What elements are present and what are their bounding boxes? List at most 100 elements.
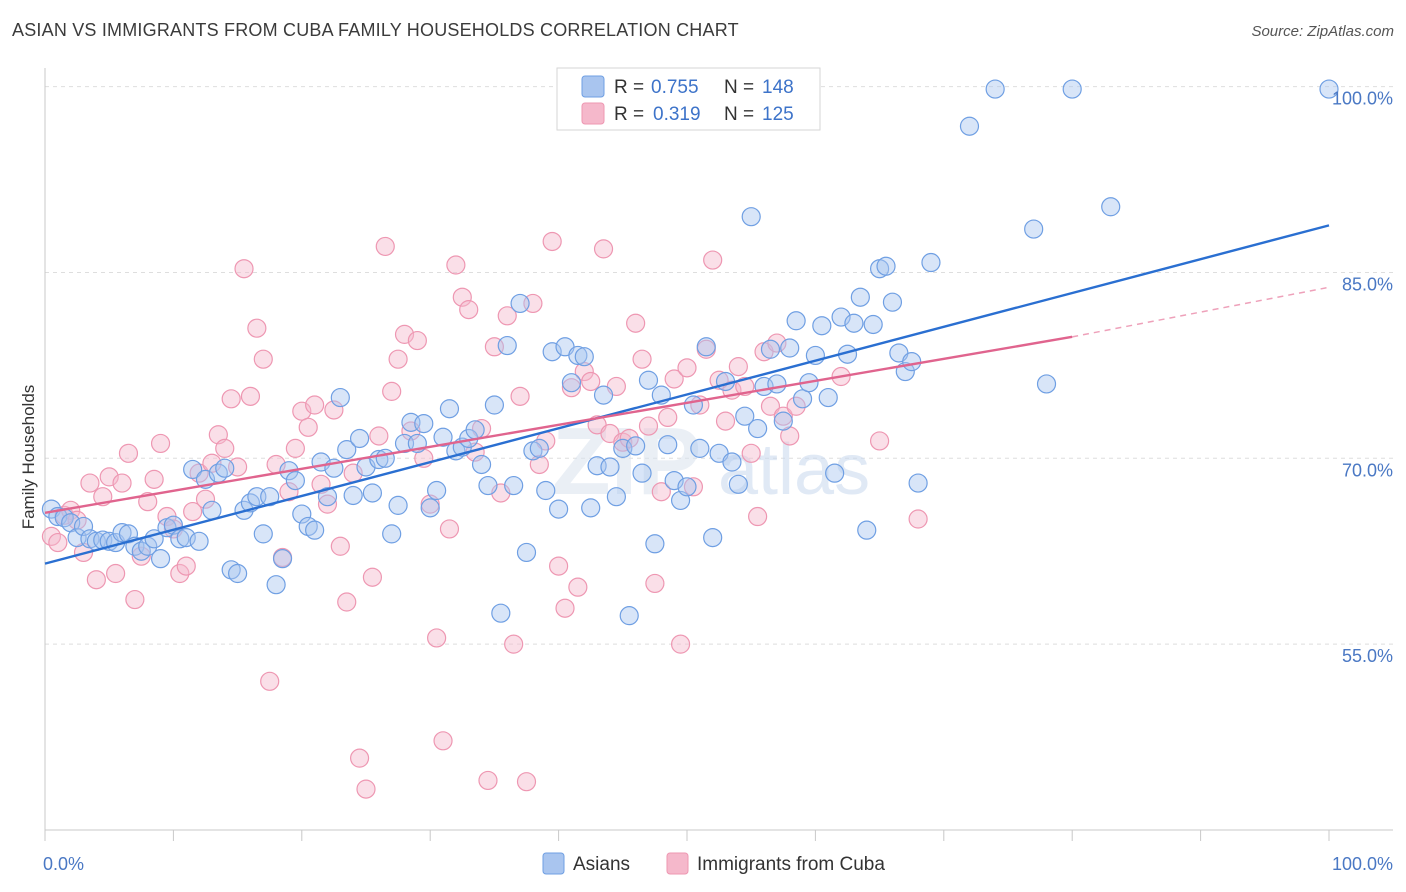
- cuba-point-32: [247, 318, 267, 338]
- asians-point-66: [465, 420, 485, 440]
- cuba-point-65: [459, 300, 479, 320]
- asians-point-27: [215, 458, 235, 478]
- cuba-point-73: [510, 386, 530, 406]
- cuba-point-13: [125, 589, 145, 610]
- watermark-zip: ZIP: [552, 408, 701, 515]
- cuba-point-41: [305, 395, 325, 415]
- cuba-point-57: [407, 330, 427, 351]
- asians-point-134: [902, 352, 922, 372]
- asians-point-5: [73, 516, 94, 537]
- asians-point-29: [228, 563, 248, 584]
- cuba-point-97: [664, 369, 684, 389]
- x-tick-label-max: 100.0%: [1332, 854, 1393, 874]
- legend-n-value-asians: 148: [762, 77, 794, 98]
- asians-point-106: [722, 452, 742, 472]
- asians-point-74: [516, 542, 537, 563]
- trend-line-cuba: [44, 335, 1073, 514]
- cuba-point-53: [382, 381, 402, 401]
- cuba-point-116: [786, 396, 806, 416]
- asians-point-46: [337, 440, 357, 460]
- trend-line-asians: [44, 224, 1330, 565]
- asians-point-117: [792, 389, 813, 409]
- asians-point-69: [484, 395, 504, 415]
- asians-point-131: [882, 292, 903, 312]
- cuba-point-1: [48, 532, 68, 553]
- cuba-point-33: [253, 349, 273, 369]
- source-credit[interactable]: Source: ZipAtlas.com: [1251, 23, 1394, 40]
- cuba-point-24: [195, 489, 216, 509]
- asians-point-83: [574, 347, 594, 367]
- cuba-point-22: [183, 501, 203, 522]
- asians-point-35: [266, 575, 286, 595]
- cuba-point-60: [427, 628, 447, 648]
- bottom-legend-label-cuba[interactable]: Immigrants from Cuba: [697, 854, 885, 875]
- cuba-point-37: [279, 482, 299, 502]
- asians-point-38: [285, 470, 305, 491]
- asians-point-60: [427, 480, 447, 501]
- asians-point-88: [606, 487, 626, 507]
- cuba-point-82: [568, 577, 588, 597]
- cuba-point-107: [728, 357, 748, 377]
- asians-point-67: [471, 454, 492, 475]
- legend-n-label-cuba: N =: [724, 104, 754, 125]
- asians-point-23: [189, 531, 209, 551]
- cuba-point-64: [452, 287, 472, 307]
- gridlines: [45, 86, 1393, 645]
- asians-point-122: [825, 463, 845, 483]
- asians-point-127: [857, 520, 877, 540]
- cuba-point-110: [748, 506, 768, 527]
- chart-title: ASIAN VS IMMIGRANTS FROM CUBA FAMILY HOU…: [12, 20, 739, 40]
- cuba-point-119: [908, 509, 928, 529]
- asians-point-43: [317, 487, 338, 507]
- asians-point-138: [985, 79, 1005, 99]
- y-tick-label-1: 70.0%: [1342, 460, 1393, 480]
- bottom-legend-label-asians[interactable]: Asians: [573, 854, 630, 875]
- cuba-point-98: [670, 634, 691, 654]
- x-axis-ticks: [44, 830, 1330, 841]
- asians-point-99: [677, 477, 697, 497]
- asians-point-82: [568, 345, 588, 366]
- asians-point-36: [272, 549, 293, 569]
- cuba-point-78: [542, 231, 562, 252]
- cuba-point-95: [651, 482, 671, 502]
- asians-point-76: [529, 438, 549, 458]
- cuba-point-43: [317, 494, 338, 514]
- cuba-point-96: [658, 407, 678, 428]
- cuba-point-84: [581, 371, 601, 392]
- legend-r-label-asians: R =: [614, 77, 644, 98]
- asians-point-91: [626, 436, 646, 456]
- asians-point-70: [491, 603, 511, 623]
- asians-point-92: [632, 463, 652, 483]
- asians-point-125: [844, 313, 864, 333]
- cuba-point-38: [285, 438, 305, 458]
- cuba-point-79: [548, 556, 569, 576]
- asians-point-25: [202, 500, 222, 520]
- legend: R = 0.755 N = 148 R = 0.319 N = 125: [556, 67, 821, 131]
- asians-point-68: [478, 475, 498, 496]
- asians-point-20: [170, 529, 190, 549]
- legend-r-value-cuba: 0.319: [653, 104, 701, 125]
- asians-point-41: [305, 520, 325, 540]
- asians-point-139: [1024, 219, 1044, 239]
- cuba-point-90: [619, 428, 639, 449]
- cuba-point-40: [298, 417, 318, 437]
- asians-point-137: [959, 116, 980, 136]
- cuba-point-11: [112, 473, 132, 493]
- cuba-point-46: [337, 592, 357, 612]
- asians-point-114: [773, 411, 793, 431]
- cuba-point-112: [760, 396, 781, 416]
- y-axis-label: Family Households: [19, 385, 38, 530]
- cuba-point-72: [504, 634, 524, 654]
- asians-point-14: [131, 541, 151, 561]
- legend-n-value-cuba: 125: [762, 104, 794, 125]
- asians-point-53: [382, 524, 402, 544]
- asians-point-34: [260, 487, 280, 507]
- x-tick-label-min: 0.0%: [43, 854, 84, 874]
- cuba-point-81: [561, 378, 582, 398]
- asians-point-17: [150, 549, 171, 569]
- cuba-point-92: [632, 349, 652, 369]
- asians-point-78: [542, 342, 562, 362]
- asians-point-71: [497, 335, 517, 356]
- asians-point-110: [748, 418, 768, 439]
